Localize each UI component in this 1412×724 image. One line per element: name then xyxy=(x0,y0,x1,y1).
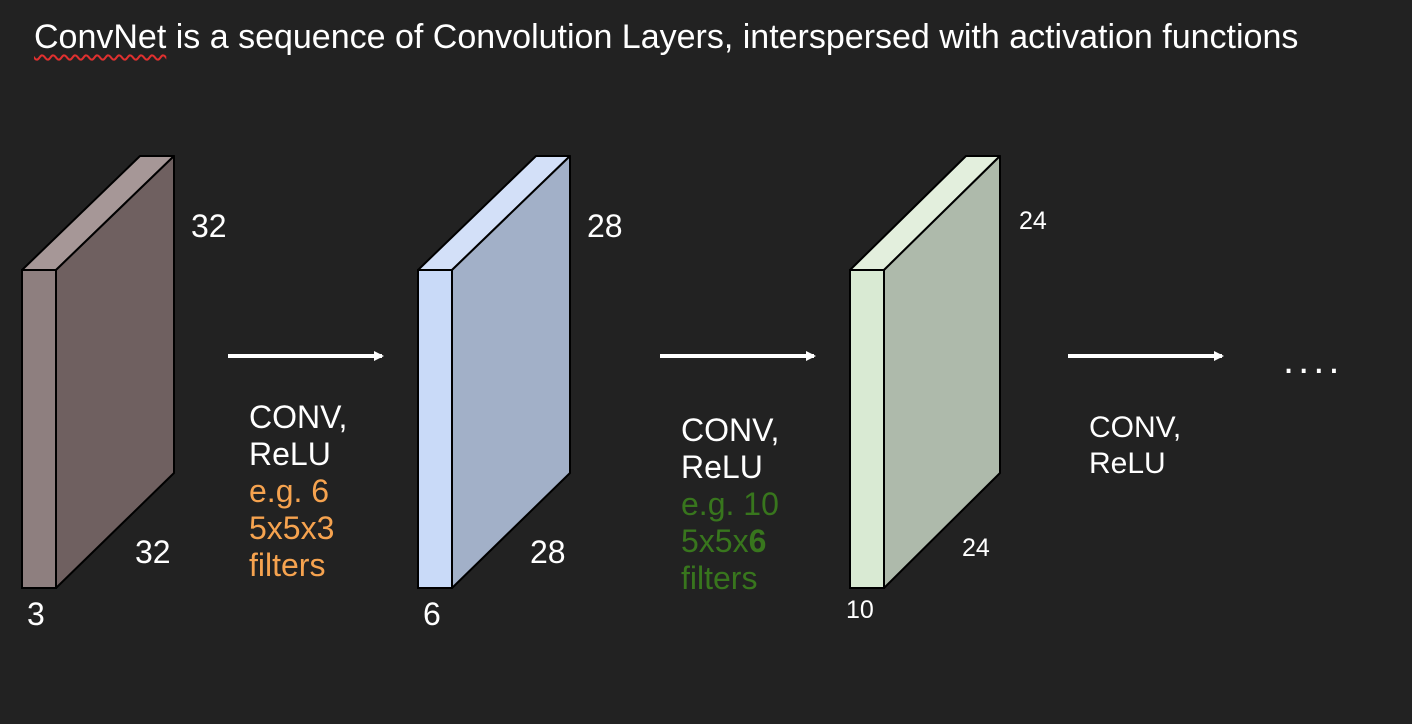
layer-2-filters: filters xyxy=(681,560,758,596)
volume-1-depth-label: 3 xyxy=(27,596,45,632)
layer-1-filter-dims: 5x5x3 xyxy=(249,510,335,546)
volume-2-height-label: 28 xyxy=(587,208,623,244)
volume-3-height-label: 24 xyxy=(1019,207,1047,235)
volume-1-height-label: 32 xyxy=(191,208,227,244)
layer-1-activation: ReLU xyxy=(249,436,331,472)
input-volume-front-face xyxy=(21,269,57,589)
title-rest: is a sequence of Convolution Layers, int… xyxy=(166,18,1299,56)
layer-2-example: e.g. 10 xyxy=(681,486,779,522)
layer-3-type: CONV, xyxy=(1089,411,1182,444)
volume-3-width-label: 24 xyxy=(962,534,990,562)
layer-2-annotation: CONV, ReLU e.g. 10 5x5x6 filters xyxy=(681,412,779,597)
volume-1-width-label: 32 xyxy=(135,534,171,570)
layer-1-type: CONV, xyxy=(249,399,348,435)
layer-2-type: CONV, xyxy=(681,412,780,448)
layer-2-filter-dims: 5x5x6 xyxy=(681,523,779,560)
layer-2-filter-dims-prefix: 5x5x xyxy=(681,523,749,559)
layer-1-filters: filters xyxy=(249,547,326,583)
layer-2-filter-dims-bold: 6 xyxy=(748,523,767,559)
volume-2-width-label: 28 xyxy=(530,534,566,570)
activation-volume-2 xyxy=(849,155,1001,589)
layer-2-activation: ReLU xyxy=(681,449,763,485)
page-title: ConvNet is a sequence of Convolution Lay… xyxy=(34,20,1298,54)
layer-1-annotation: CONV, ReLU e.g. 6 5x5x3 filters xyxy=(249,399,347,584)
title-underlined-word: ConvNet xyxy=(34,18,167,56)
volume-2-depth-label: 6 xyxy=(423,596,441,632)
ellipsis: .... xyxy=(1283,338,1344,382)
activation-volume-2-front-face xyxy=(849,269,885,589)
layer-3-annotation: CONV, ReLU xyxy=(1089,410,1181,482)
input-volume xyxy=(21,155,175,589)
layer-1-example: e.g. 6 xyxy=(249,473,330,509)
volume-3-depth-label: 10 xyxy=(846,596,874,624)
layer-3-activation: ReLU xyxy=(1089,447,1166,480)
activation-volume-1-front-face xyxy=(417,269,453,589)
activation-volume-1 xyxy=(417,155,571,589)
